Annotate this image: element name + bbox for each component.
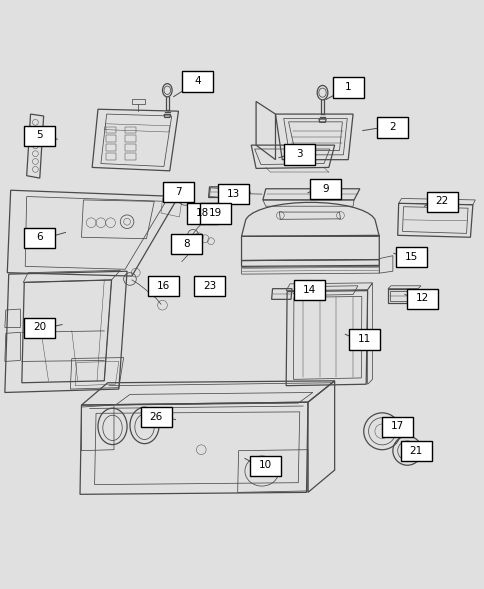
Text: 5: 5 [36, 130, 43, 140]
Text: 10: 10 [258, 460, 272, 470]
Text: 12: 12 [415, 293, 429, 303]
FancyBboxPatch shape [426, 191, 457, 212]
FancyBboxPatch shape [24, 318, 55, 338]
Text: 1: 1 [344, 82, 351, 92]
Text: 19: 19 [209, 208, 222, 218]
FancyBboxPatch shape [148, 276, 179, 296]
Bar [106, 127, 116, 134]
Text: 23: 23 [202, 281, 216, 291]
FancyBboxPatch shape [24, 227, 55, 248]
Bar [106, 144, 116, 151]
Text: 21: 21 [408, 446, 422, 456]
Text: 26: 26 [149, 412, 163, 422]
Text: 11: 11 [357, 334, 371, 344]
Text: 2: 2 [389, 122, 395, 132]
FancyBboxPatch shape [171, 234, 202, 254]
Text: 3: 3 [296, 149, 302, 159]
FancyBboxPatch shape [163, 182, 194, 203]
Bar [125, 153, 136, 160]
FancyBboxPatch shape [407, 289, 438, 309]
Text: 18: 18 [196, 208, 209, 218]
Bar [125, 135, 136, 142]
FancyBboxPatch shape [332, 77, 363, 98]
Text: 9: 9 [322, 184, 329, 194]
Text: 7: 7 [175, 187, 182, 197]
Text: 22: 22 [435, 196, 448, 206]
FancyBboxPatch shape [348, 329, 379, 350]
Text: 4: 4 [194, 76, 201, 86]
Text: 15: 15 [404, 252, 417, 262]
FancyBboxPatch shape [293, 280, 324, 300]
FancyBboxPatch shape [218, 184, 249, 204]
FancyBboxPatch shape [187, 203, 218, 224]
Bar [125, 144, 136, 151]
FancyBboxPatch shape [182, 71, 213, 92]
FancyBboxPatch shape [395, 247, 426, 267]
Text: 6: 6 [36, 232, 43, 242]
Bar [106, 153, 116, 160]
FancyBboxPatch shape [140, 407, 171, 428]
FancyBboxPatch shape [377, 117, 408, 138]
Text: 13: 13 [227, 188, 240, 198]
Text: 16: 16 [157, 281, 170, 291]
Text: 14: 14 [302, 284, 316, 294]
FancyBboxPatch shape [194, 276, 225, 296]
Bar [132, 98, 144, 104]
FancyBboxPatch shape [200, 203, 231, 224]
Bar [106, 135, 116, 142]
FancyBboxPatch shape [250, 455, 281, 476]
FancyBboxPatch shape [400, 441, 431, 461]
FancyBboxPatch shape [310, 179, 341, 200]
Bar [125, 127, 136, 134]
Text: 20: 20 [33, 323, 46, 332]
FancyBboxPatch shape [24, 125, 55, 146]
Text: 17: 17 [390, 421, 404, 431]
FancyBboxPatch shape [381, 417, 412, 437]
FancyBboxPatch shape [284, 144, 315, 164]
Text: 8: 8 [183, 239, 190, 249]
